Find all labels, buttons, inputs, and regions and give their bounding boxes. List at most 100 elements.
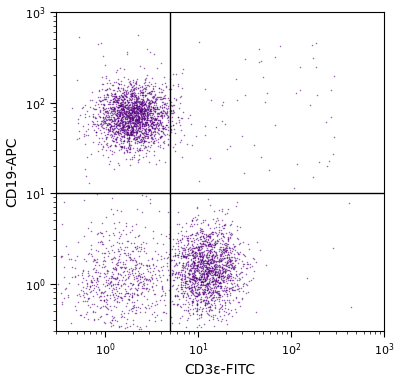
- Point: [129, 308, 136, 314]
- Point: [161, 138, 167, 144]
- Point: [189, 280, 196, 286]
- Point: [123, 128, 129, 134]
- Point: [168, 320, 175, 326]
- Point: [196, 240, 203, 246]
- Point: [176, 248, 182, 254]
- Point: [202, 234, 209, 240]
- Point: [134, 260, 140, 267]
- Point: [190, 215, 197, 221]
- Point: [201, 276, 208, 282]
- Point: [179, 70, 185, 77]
- Point: [134, 136, 140, 142]
- Point: [200, 243, 206, 249]
- Point: [193, 275, 200, 282]
- Point: [203, 297, 209, 303]
- Point: [223, 297, 230, 303]
- Point: [168, 272, 175, 278]
- Point: [128, 299, 135, 305]
- Point: [173, 286, 180, 292]
- Point: [200, 235, 207, 241]
- Point: [138, 120, 145, 126]
- Point: [63, 285, 70, 291]
- Point: [116, 256, 122, 262]
- Point: [213, 284, 219, 290]
- Point: [136, 105, 142, 111]
- Point: [128, 130, 134, 136]
- Point: [224, 274, 230, 280]
- Point: [164, 255, 170, 261]
- Point: [178, 267, 184, 273]
- Point: [208, 260, 214, 266]
- Point: [184, 317, 190, 323]
- Point: [224, 254, 230, 260]
- Point: [101, 298, 107, 304]
- Point: [157, 110, 164, 116]
- Point: [153, 298, 160, 304]
- Point: [173, 96, 179, 102]
- Point: [141, 133, 148, 139]
- Point: [212, 271, 218, 277]
- Point: [135, 268, 141, 274]
- Point: [126, 136, 132, 142]
- Point: [141, 246, 147, 252]
- Point: [136, 124, 143, 131]
- Point: [98, 313, 104, 319]
- Point: [138, 270, 144, 277]
- Point: [226, 254, 232, 260]
- Point: [113, 123, 119, 129]
- Point: [212, 294, 219, 300]
- Point: [142, 82, 148, 88]
- Point: [101, 124, 108, 131]
- Point: [59, 299, 66, 305]
- Point: [128, 123, 135, 129]
- Point: [138, 261, 144, 267]
- Point: [205, 272, 211, 278]
- Point: [150, 104, 156, 110]
- Point: [216, 274, 222, 280]
- Point: [211, 300, 218, 306]
- Point: [202, 281, 209, 287]
- Point: [95, 148, 101, 154]
- Point: [131, 110, 137, 116]
- Point: [200, 305, 206, 311]
- Point: [148, 106, 154, 112]
- Point: [112, 90, 118, 97]
- Point: [228, 230, 234, 236]
- Point: [231, 251, 237, 257]
- Point: [108, 256, 115, 262]
- Point: [224, 259, 230, 265]
- Point: [120, 259, 126, 265]
- Point: [98, 290, 105, 296]
- Point: [105, 92, 111, 98]
- Point: [120, 98, 126, 104]
- Point: [117, 119, 123, 126]
- Point: [164, 119, 171, 125]
- Point: [91, 121, 97, 127]
- Point: [120, 127, 126, 133]
- Point: [156, 272, 162, 278]
- Point: [131, 299, 137, 305]
- Point: [214, 268, 221, 275]
- Point: [233, 295, 240, 301]
- Point: [90, 105, 96, 111]
- Point: [151, 119, 158, 125]
- Point: [226, 300, 233, 306]
- Point: [222, 259, 228, 265]
- Point: [133, 82, 139, 88]
- Point: [206, 312, 212, 318]
- Point: [204, 264, 211, 270]
- Point: [84, 281, 90, 287]
- Point: [209, 229, 215, 236]
- Point: [210, 257, 216, 264]
- Point: [99, 135, 105, 141]
- Point: [122, 291, 128, 297]
- Point: [135, 95, 141, 101]
- Point: [136, 98, 143, 104]
- Point: [142, 137, 149, 144]
- Point: [202, 241, 208, 247]
- Point: [128, 105, 134, 111]
- Point: [195, 231, 201, 237]
- Point: [242, 92, 248, 98]
- Point: [211, 259, 217, 265]
- Point: [132, 121, 138, 127]
